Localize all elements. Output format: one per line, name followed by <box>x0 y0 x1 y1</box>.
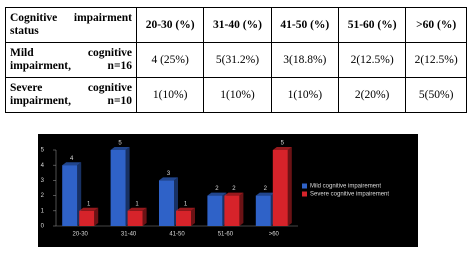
cell: 1(10%) <box>203 77 272 113</box>
y-tick-label: 4 <box>41 163 45 169</box>
bar <box>255 195 271 226</box>
data-label: 2 <box>215 186 219 192</box>
cell: 1(10%) <box>270 77 339 113</box>
data-table: Cognitive impairment status 20-30 (%) 31… <box>5 7 467 113</box>
y-tick-label: 0 <box>41 224 45 230</box>
chart-background <box>38 134 418 247</box>
cell: 1(10%) <box>135 77 205 113</box>
bar-top <box>159 177 178 181</box>
y-tick-label: 1 <box>41 208 45 214</box>
header-cell: >60 (%) <box>405 7 467 43</box>
bar <box>159 180 174 226</box>
data-label: 1 <box>135 201 139 207</box>
bar-top <box>272 147 292 150</box>
data-label: 1 <box>184 201 188 207</box>
x-tick-label: 31-40 <box>121 232 137 238</box>
bar-side <box>239 192 244 226</box>
cell: 2(12.5%) <box>337 42 407 78</box>
y-tick-label: 2 <box>41 193 45 199</box>
cell: 5(31.2%) <box>203 42 272 78</box>
bar-side <box>125 147 130 226</box>
x-tick-label: 41-50 <box>169 232 185 238</box>
bar <box>62 165 78 226</box>
data-label: 5 <box>281 141 285 147</box>
x-tick-label: 51-60 <box>218 232 234 238</box>
legend-swatch <box>302 183 307 189</box>
y-tick-label: 3 <box>41 178 45 184</box>
row-label: Severe cognitive impairment, n=10 <box>5 77 137 113</box>
row-label: Mild cognitive impairment, n=16 <box>5 42 137 78</box>
cell: 2(20%) <box>337 77 407 113</box>
bar-top <box>224 192 244 196</box>
bar <box>110 150 126 226</box>
bar-side <box>191 207 195 226</box>
bar-top <box>255 192 275 196</box>
bar-top <box>127 207 147 211</box>
data-label: 5 <box>118 141 122 147</box>
legend-label: Mild cognitive impairement <box>310 184 381 190</box>
cell: 5(50%) <box>405 77 467 113</box>
header-cell: 20-30 (%) <box>135 7 205 43</box>
data-label: 2 <box>232 186 236 192</box>
bar-top <box>207 192 227 196</box>
chart: 0 1 2 3 4 5 20-30 4 1 31-40 5 1 41-50 3 1 51-60 2 2 >60 2 5 M… <box>38 134 418 247</box>
x-tick-label: >60 <box>269 232 280 238</box>
bar <box>207 195 223 226</box>
bar-side <box>287 147 292 226</box>
bar <box>127 210 143 226</box>
bar-top <box>110 147 130 150</box>
data-label: 4 <box>70 156 74 162</box>
table-row: Severe cognitive impairment, n=10 1(10%)… <box>5 77 467 113</box>
bar-top <box>176 207 195 211</box>
bar <box>272 150 288 226</box>
cell: 4 (25%) <box>135 42 205 78</box>
header-cell: 31-40 (%) <box>203 7 272 43</box>
data-label: 1 <box>87 201 91 207</box>
bar-side <box>94 207 99 226</box>
cell: 2(12.5%) <box>405 42 467 78</box>
header-cell: 41-50 (%) <box>270 7 339 43</box>
bar <box>176 210 191 226</box>
data-label: 2 <box>264 186 268 192</box>
table-row: Mild cognitive impairment, n=16 4 (25%) … <box>5 42 467 78</box>
bar-side <box>77 162 82 226</box>
header-cell: Cognitive impairment status <box>5 7 137 43</box>
legend-swatch <box>302 191 307 197</box>
header-row: Cognitive impairment status 20-30 (%) 31… <box>5 7 467 43</box>
data-label: 3 <box>167 171 171 177</box>
bar <box>79 210 95 226</box>
bar-top <box>79 207 99 211</box>
y-tick-label: 5 <box>41 148 45 154</box>
bar-side <box>142 207 147 226</box>
cell: 3(18.8%) <box>270 42 339 78</box>
bar-top <box>62 162 82 166</box>
x-tick-label: 20-30 <box>73 232 89 238</box>
header-cell: 51-60 (%) <box>337 7 407 43</box>
bar <box>224 195 240 226</box>
legend-label: Severe cognitive impairement <box>310 192 389 198</box>
